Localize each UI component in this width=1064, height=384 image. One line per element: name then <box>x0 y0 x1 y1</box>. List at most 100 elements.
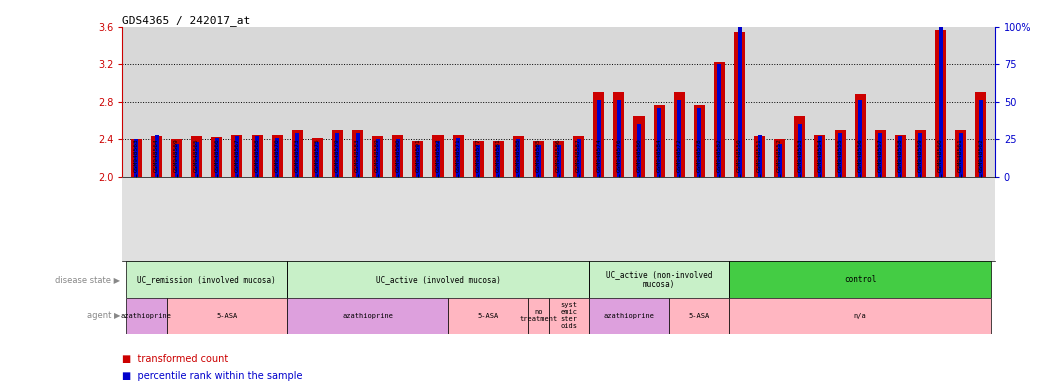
Bar <box>556 145 561 177</box>
Bar <box>577 139 581 177</box>
Bar <box>714 63 725 177</box>
Bar <box>778 144 782 177</box>
Bar <box>452 134 464 177</box>
Bar <box>875 130 885 177</box>
Bar <box>276 138 279 177</box>
Bar <box>834 130 846 177</box>
Bar <box>215 138 219 177</box>
Bar <box>658 108 661 177</box>
Bar <box>533 141 544 177</box>
Bar <box>854 94 866 177</box>
Bar <box>477 145 480 177</box>
Bar <box>915 130 926 177</box>
Bar <box>838 133 842 177</box>
Bar <box>432 136 444 177</box>
Bar <box>255 136 259 177</box>
Bar <box>617 100 621 177</box>
Bar <box>212 137 222 177</box>
Bar <box>192 136 202 177</box>
Bar <box>171 139 182 177</box>
Bar <box>730 298 991 334</box>
Text: 5-ASA: 5-ASA <box>478 313 499 319</box>
Text: UC_active (non-involved
mucosa): UC_active (non-involved mucosa) <box>605 270 712 289</box>
Bar <box>795 116 805 177</box>
Bar <box>734 31 745 177</box>
Bar <box>251 136 263 177</box>
Bar <box>413 141 423 177</box>
Bar <box>979 100 983 177</box>
Text: disease state ▶: disease state ▶ <box>55 275 120 284</box>
Bar <box>372 136 383 177</box>
Bar <box>292 130 303 177</box>
Bar <box>594 93 604 177</box>
Bar <box>895 134 905 177</box>
Bar <box>694 104 704 177</box>
Bar <box>536 145 541 177</box>
Bar <box>938 27 943 177</box>
Bar <box>976 93 986 177</box>
Text: UC_remission (involved mucosa): UC_remission (involved mucosa) <box>137 275 277 284</box>
Bar <box>669 298 730 334</box>
Bar <box>312 138 322 177</box>
Bar <box>436 141 440 177</box>
Bar <box>959 133 963 177</box>
Bar <box>376 139 380 177</box>
Bar <box>674 93 685 177</box>
Bar <box>754 136 765 177</box>
Bar <box>127 261 287 298</box>
Bar <box>859 100 862 177</box>
Text: azathioprine: azathioprine <box>603 313 654 319</box>
Bar <box>472 141 484 177</box>
Bar <box>493 141 504 177</box>
Bar <box>154 135 159 177</box>
Bar <box>456 138 460 177</box>
Bar <box>955 130 966 177</box>
Text: no
treatment: no treatment <box>519 310 558 322</box>
Bar <box>737 27 742 177</box>
Bar <box>396 139 400 177</box>
Bar <box>588 261 730 298</box>
Bar <box>134 139 138 177</box>
Bar <box>697 108 701 177</box>
Bar <box>588 298 669 334</box>
Text: GDS4365 / 242017_at: GDS4365 / 242017_at <box>122 15 251 26</box>
Bar <box>195 142 199 177</box>
Bar <box>613 93 625 177</box>
Bar <box>653 104 665 177</box>
Bar <box>935 30 946 177</box>
Bar <box>496 145 500 177</box>
Text: n/a: n/a <box>853 313 866 319</box>
Text: ■  transformed count: ■ transformed count <box>122 354 229 364</box>
Bar <box>287 261 588 298</box>
Bar <box>332 130 343 177</box>
Bar <box>529 298 549 334</box>
Bar <box>717 64 721 177</box>
Bar <box>898 136 902 177</box>
Bar <box>597 100 601 177</box>
Text: control: control <box>844 275 877 284</box>
Bar <box>235 136 239 177</box>
Bar <box>633 116 645 177</box>
Bar <box>818 136 822 177</box>
Bar <box>315 142 319 177</box>
Text: 5-ASA: 5-ASA <box>216 313 237 319</box>
Bar <box>174 144 179 177</box>
Bar <box>775 139 785 177</box>
Bar <box>553 141 564 177</box>
Text: azathioprine: azathioprine <box>121 313 172 319</box>
Bar <box>573 136 584 177</box>
Bar <box>393 136 403 177</box>
Bar <box>127 298 167 334</box>
Bar <box>878 133 882 177</box>
Bar <box>352 130 363 177</box>
Text: ■  percentile rank within the sample: ■ percentile rank within the sample <box>122 371 303 381</box>
Bar <box>151 136 162 177</box>
Bar <box>335 133 339 177</box>
Bar <box>814 134 826 177</box>
Bar <box>131 139 142 177</box>
Bar <box>730 261 991 298</box>
Bar <box>516 139 520 177</box>
Text: UC_active (involved mucosa): UC_active (involved mucosa) <box>376 275 500 284</box>
Bar <box>295 133 299 177</box>
Text: agent ▶: agent ▶ <box>87 311 120 320</box>
